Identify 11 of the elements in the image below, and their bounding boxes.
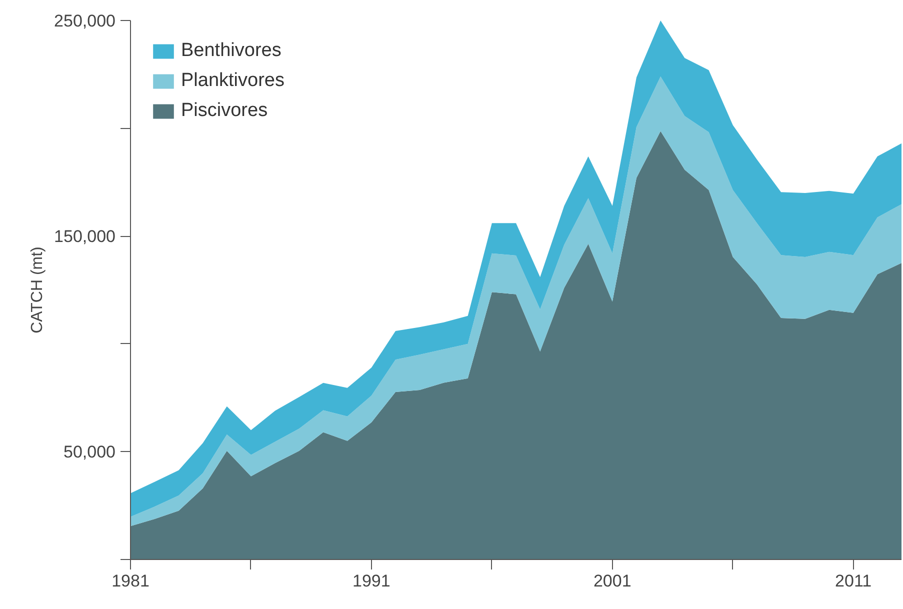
y-tick-label: 50,000 — [64, 442, 116, 462]
legend-label: Planktivores — [181, 70, 284, 92]
legend-label: Piscivores — [181, 100, 268, 122]
x-tick-label: 1981 — [112, 572, 150, 590]
legend-label: Benthivores — [181, 40, 282, 62]
y-tick-label: 250,000 — [54, 12, 116, 30]
y-tick-label: 150,000 — [54, 227, 116, 246]
x-tick-label: 1991 — [352, 572, 390, 590]
x-tick-label: 2011 — [835, 572, 872, 590]
x-tick-label: 2001 — [593, 572, 632, 590]
y-axis-title: CATCH (mt) — [29, 246, 46, 334]
